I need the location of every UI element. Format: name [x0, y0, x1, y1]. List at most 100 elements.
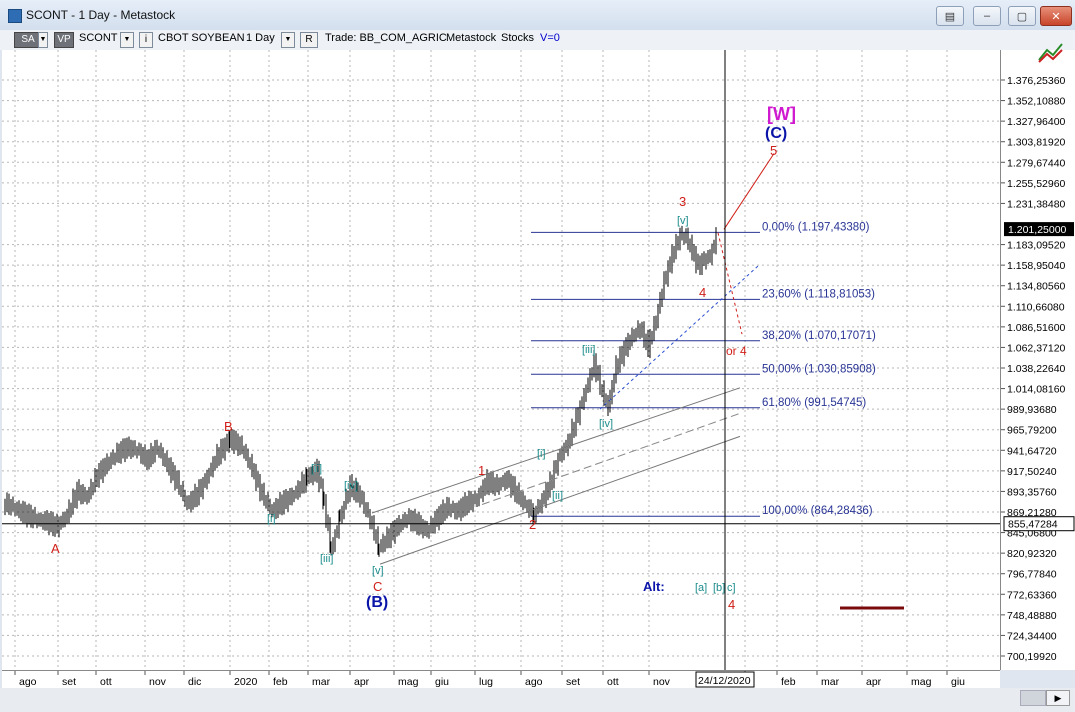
- y-tick-label: 1.376,25360: [1007, 75, 1066, 87]
- period-label: 1 Day: [246, 32, 275, 44]
- cursor-date-label: 24/12/2020: [698, 675, 751, 687]
- y-tick-label: 1.086,51600: [1007, 322, 1066, 334]
- x-tick-label: apr: [354, 676, 370, 688]
- scroll-right-icon[interactable]: ▶: [1046, 690, 1070, 706]
- price-axis-canvas: 1.376,25360 1.352,10880 1.327,96400 1.303,8…: [1001, 75, 1075, 663]
- symbol-dropdown-icon[interactable]: ▼: [120, 32, 134, 48]
- y-tick-label: 941,64720: [1007, 445, 1057, 457]
- y-tick-label: 1.038,22640: [1007, 363, 1066, 375]
- current-price-tag: [1004, 222, 1074, 237]
- type-label: Stocks: [501, 32, 535, 44]
- wave-label-iv-2: [iv]: [599, 418, 613, 430]
- wave-label-i-2: [i]: [537, 448, 546, 460]
- trade-label: Trade: BB_COM_AGRIC: [325, 32, 447, 44]
- x-tick-label: mar: [821, 676, 840, 688]
- y-tick-label: 989,93680: [1007, 404, 1057, 416]
- y-tick-label: 1.134,80560: [1007, 281, 1066, 293]
- x-tick-label: 2020: [234, 676, 258, 688]
- x-tick-label: nov: [149, 676, 167, 688]
- fib-label: 23,60% (1.118,81053): [762, 288, 875, 300]
- alt-label: Alt:: [643, 579, 665, 594]
- wave-label-iv: [iv]: [344, 480, 358, 492]
- y-tick-label: 724,34400: [1007, 630, 1057, 642]
- y-tick-label: 1.352,10880: [1007, 96, 1066, 108]
- wave-label-c-paren: (C): [765, 125, 787, 142]
- x-tick-label: ago: [525, 676, 543, 688]
- sa-button[interactable]: SA: [14, 32, 42, 48]
- x-tick-label: ott: [100, 676, 112, 688]
- y-tick-label: 796,77840: [1007, 569, 1057, 581]
- r-button[interactable]: R: [300, 32, 318, 48]
- wave-label-ii: [ii]: [311, 463, 322, 475]
- y-tick-label: 869,21280: [1007, 507, 1057, 519]
- wave-label-i: [i]: [267, 513, 276, 525]
- x-tick-label: mag: [398, 676, 419, 688]
- y-tick-label: 1.231,38480: [1007, 198, 1066, 210]
- alt-wave-b: [b]: [713, 582, 725, 594]
- x-tick-label: dic: [188, 676, 201, 688]
- current-price-label: 1.201,25000: [1008, 224, 1067, 236]
- y-tick-label: 820,92320: [1007, 548, 1057, 560]
- wave-label-iii-2: [iii]: [582, 344, 595, 356]
- symbol-label: SCONT: [79, 32, 118, 44]
- instrument-menu-icon[interactable]: i: [139, 32, 153, 48]
- chart-options-icon[interactable]: [1036, 40, 1066, 64]
- wave-label-1: 1: [478, 463, 485, 478]
- y-tick-label: 965,79200: [1007, 425, 1057, 437]
- wave-label-w: [W]: [767, 104, 796, 124]
- x-tick-label: feb: [273, 676, 288, 688]
- sa-dropdown-icon[interactable]: ▼: [38, 32, 48, 48]
- chart-canvas[interactable]: 0,00% (1.197,43380) 23,60% (1.118,81053) 3…: [2, 50, 1000, 670]
- y-tick-label: 772,63360: [1007, 589, 1057, 601]
- wave-4-projection: [717, 232, 743, 335]
- y-tick-label: 748,48880: [1007, 610, 1057, 622]
- x-tick-label: ott: [607, 676, 619, 688]
- x-tick-label: set: [566, 676, 580, 688]
- y-tick-label: 1.110,66080: [1007, 301, 1065, 313]
- date-axis-canvas: ago set ott nov dic 2020 feb mar apr mag giu lug ago…: [14, 671, 965, 688]
- y-tick-label: 1.279,67440: [1007, 157, 1066, 169]
- y-tick-label: 700,19920: [1007, 651, 1057, 663]
- wave-label-4: 4: [699, 285, 706, 300]
- wave-5-projection: [723, 153, 775, 230]
- cursor-date-box: [695, 671, 755, 688]
- price-chart[interactable]: 0,00% (1.197,43380) 23,60% (1.118,81053) 3…: [2, 50, 1000, 670]
- wave-label-or-4: or 4: [726, 344, 747, 358]
- scrollbar-thumb[interactable]: [1020, 690, 1046, 706]
- y-tick-label: 1.014,08160: [1007, 384, 1066, 396]
- restore-chart-icon[interactable]: ▤: [936, 6, 964, 26]
- close-button[interactable]: ✕: [1040, 6, 1072, 26]
- period-dropdown-icon[interactable]: ▼: [281, 32, 295, 48]
- y-tick-label: 1.255,52960: [1007, 178, 1066, 190]
- wave-label-5: 5: [770, 143, 777, 158]
- window-title: SCONT - 1 Day - Metastock: [26, 8, 176, 22]
- fib-label: 100,00% (864,28436): [762, 505, 873, 517]
- app-icon: [8, 9, 22, 23]
- alt-wave-4: 4: [728, 597, 735, 612]
- y-tick-label: 1.062,37120: [1007, 342, 1066, 354]
- fib-label: 50,00% (1.030,85908): [762, 363, 876, 375]
- wave-label-c: C: [373, 579, 382, 594]
- wave-label-v-2: [v]: [677, 215, 689, 227]
- alt-wave-a: [a]: [695, 582, 707, 594]
- y-tick-label: 893,35760: [1007, 486, 1057, 498]
- minimize-button[interactable]: –: [973, 6, 1001, 26]
- x-tick-label: ago: [19, 676, 37, 688]
- x-tick-label: giu: [435, 676, 449, 688]
- wave-label-b: B: [224, 419, 233, 434]
- channel-mid-line: [481, 412, 741, 505]
- fib-label: 38,20% (1.070,17071): [762, 330, 876, 342]
- price-axis[interactable]: 1.376,25360 1.352,10880 1.327,96400 1.303,8…: [1000, 50, 1075, 670]
- v-label: V=0: [540, 32, 560, 44]
- date-axis[interactable]: ago set ott nov dic 2020 feb mar apr mag giu lug ago…: [2, 670, 1000, 689]
- y-tick-label: 1.327,96400: [1007, 116, 1066, 128]
- wave-label-2: 2: [529, 517, 536, 532]
- x-tick-label: giu: [951, 676, 965, 688]
- maximize-button[interactable]: ▢: [1008, 6, 1036, 26]
- crosshair-price-label: 855,47284: [1008, 519, 1058, 531]
- fib-label: 0,00% (1.197,43380): [762, 221, 870, 233]
- y-tick-label: 917,50240: [1007, 466, 1057, 478]
- channel-upper-line: [371, 387, 741, 514]
- horizontal-scrollbar[interactable]: [0, 688, 1075, 712]
- vp-button[interactable]: VP: [54, 32, 74, 48]
